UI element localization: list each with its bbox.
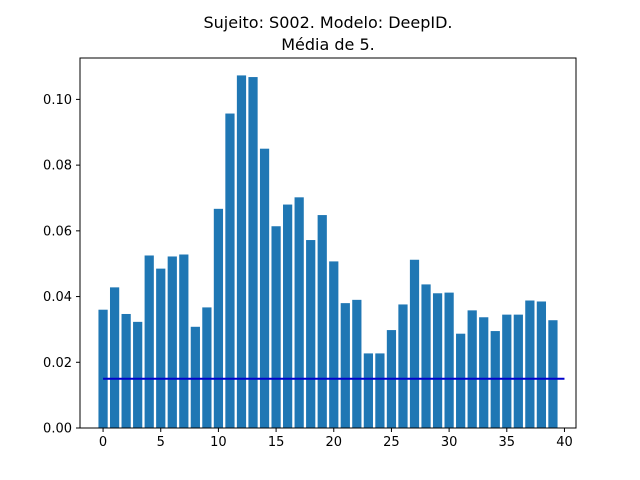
x-tick-label: 5 — [157, 435, 165, 450]
bar — [502, 314, 512, 428]
bar — [202, 307, 212, 428]
bar — [548, 320, 558, 428]
bar — [479, 317, 489, 428]
x-axis: 0 5 10 15 20 25 30 35 40 — [99, 428, 573, 450]
bar — [179, 254, 189, 428]
x-tick-label: 30 — [441, 435, 458, 450]
bar — [236, 75, 247, 428]
bar — [525, 300, 535, 428]
plot-frame — [79, 57, 577, 429]
bar — [225, 113, 235, 428]
bar — [144, 255, 154, 428]
x-tick-label: 25 — [383, 435, 400, 450]
bar — [98, 309, 108, 428]
y-tick-label: 0.04 — [43, 290, 72, 305]
chart-title-line2: Média de 5. — [281, 35, 375, 54]
bar — [248, 77, 258, 428]
x-tick-label: 15 — [268, 435, 285, 450]
x-tick-label: 10 — [210, 435, 227, 450]
x-tick-label: 40 — [556, 435, 573, 450]
bar — [259, 148, 270, 428]
y-tick-label: 0.08 — [43, 159, 72, 174]
bar — [421, 284, 431, 428]
bar — [190, 326, 200, 428]
y-axis: 0.00 0.02 0.04 0.06 0.08 0.10 — [43, 93, 80, 437]
bar — [133, 321, 143, 428]
bar — [444, 292, 454, 428]
y-tick-label: 0.06 — [43, 224, 72, 239]
bar — [363, 353, 373, 428]
bar — [329, 261, 339, 428]
y-tick-label: 0.00 — [43, 422, 72, 437]
bar — [317, 215, 327, 428]
bar — [121, 313, 131, 428]
bar — [375, 353, 385, 428]
bar — [167, 256, 177, 428]
bar — [213, 208, 224, 428]
plot-area — [80, 58, 576, 428]
bar — [409, 259, 420, 428]
y-tick-label: 0.10 — [43, 93, 72, 108]
bar — [294, 197, 304, 428]
bars-group — [98, 75, 558, 428]
bar — [456, 333, 466, 428]
bar — [352, 299, 362, 428]
bar — [306, 240, 316, 428]
bar — [432, 293, 443, 428]
y-tick-label: 0.02 — [43, 356, 72, 371]
bar — [398, 304, 408, 428]
bar — [283, 204, 293, 428]
chart-title-line1: Sujeito: S002. Modelo: DeepID. — [203, 13, 452, 32]
x-tick-label: 35 — [499, 435, 516, 450]
bar — [513, 314, 523, 428]
bar — [156, 268, 166, 428]
bar — [340, 303, 350, 428]
x-tick-label: 0 — [99, 435, 107, 450]
bar — [109, 287, 120, 428]
bar — [536, 301, 547, 428]
bar — [467, 310, 477, 428]
x-tick-label: 20 — [325, 435, 342, 450]
bar — [271, 226, 281, 428]
